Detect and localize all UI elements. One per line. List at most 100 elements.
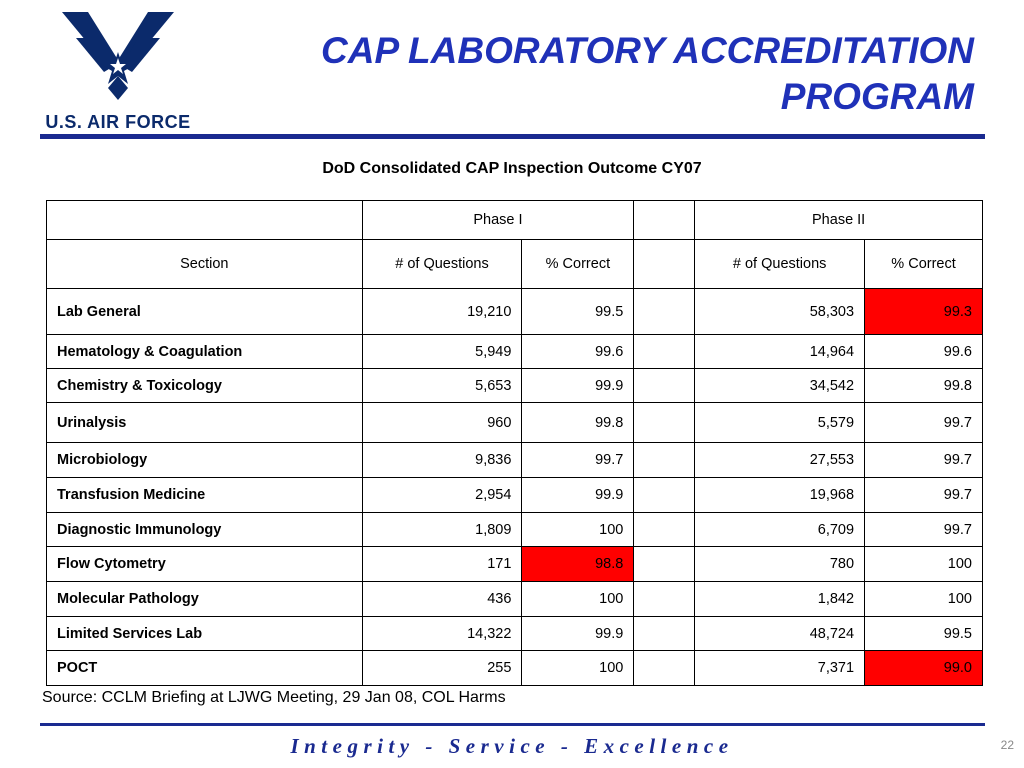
- phase-2-correct-cell: 99.7: [864, 402, 983, 443]
- section-cell: Transfusion Medicine: [46, 477, 363, 513]
- title-line-2: PROGRAM: [780, 76, 974, 117]
- table-row: Urinalysis 960 99.8 5,579 99.7: [46, 402, 983, 443]
- spacer-cell: [633, 402, 696, 443]
- table-body: Lab General 19,210 99.5 58,303 99.3 Hematolog…: [46, 288, 983, 686]
- title-line-1: CAP LABORATORY ACCREDITATION: [321, 30, 974, 71]
- table-caption: DoD Consolidated CAP Inspection Outcome …: [322, 160, 702, 177]
- spacer-cell: [633, 546, 696, 582]
- inspection-outcome-table: Phase I Phase II Section # of Questions …: [46, 200, 983, 686]
- spacer-cell: [633, 288, 696, 335]
- air-force-wings-icon: [62, 12, 174, 100]
- spacer-cell: [633, 368, 696, 403]
- phase-1-questions-cell: 1,809: [361, 512, 523, 547]
- table-row: Limited Services Lab 14,322 99.9 48,724 99.5: [46, 616, 983, 651]
- phase-2-correct-header: % Correct: [864, 239, 983, 289]
- section-cell: Hematology & Coagulation: [46, 334, 363, 369]
- phase-1-correct-cell: 98.8: [521, 546, 635, 582]
- phase-1-questions-cell: 19,210: [361, 288, 523, 335]
- spacer-cell: [633, 616, 696, 651]
- section-cell: Chemistry & Toxicology: [46, 368, 363, 403]
- phase-2-questions-cell: 58,303: [694, 288, 866, 335]
- table-row: Diagnostic Immunology 1,809 100 6,709 99.7: [46, 512, 983, 547]
- phase-1-questions-cell: 5,949: [361, 334, 523, 369]
- table-row: Lab General 19,210 99.5 58,303 99.3: [46, 288, 983, 335]
- phase-2-questions-cell: 780: [694, 546, 866, 582]
- phase-1-questions-cell: 255: [361, 650, 523, 686]
- phase-1-correct-cell: 99.9: [521, 477, 635, 513]
- page-title: CAP LABORATORY ACCREDITATION PROGRAM: [254, 28, 974, 120]
- phase-1-questions-cell: 9,836: [361, 442, 523, 478]
- table-row: Hematology & Coagulation 5,949 99.6 14,964 9…: [46, 334, 983, 369]
- phase-2-questions-cell: 27,553: [694, 442, 866, 478]
- phase-1-correct-header: % Correct: [521, 239, 635, 289]
- phase-2-correct-cell: 99.3: [864, 288, 983, 335]
- phase-2-header: Phase II: [694, 200, 983, 240]
- phase-2-questions-cell: 7,371: [694, 650, 866, 686]
- phase-1-header: Phase I: [361, 200, 635, 240]
- air-force-logo: U.S. AIR FORCE: [38, 8, 198, 136]
- section-cell: Limited Services Lab: [46, 616, 363, 651]
- table-row: Microbiology 9,836 99.7 27,553 99.7: [46, 442, 983, 478]
- phase-1-correct-cell: 99.8: [521, 402, 635, 443]
- spacer-cell: [633, 442, 696, 478]
- section-cell: Lab General: [46, 288, 363, 335]
- spacer-cell: [633, 239, 696, 289]
- phase-1-questions-cell: 2,954: [361, 477, 523, 513]
- phase-2-correct-cell: 99.6: [864, 334, 983, 369]
- phase-1-correct-cell: 100: [521, 581, 635, 617]
- footer-motto: Integrity - Service - Excellence: [290, 734, 734, 758]
- empty-header-cell: [46, 200, 363, 240]
- section-cell: Molecular Pathology: [46, 581, 363, 617]
- phase-1-correct-cell: 99.5: [521, 288, 635, 335]
- section-cell: POCT: [46, 650, 363, 686]
- table-row: Transfusion Medicine 2,954 99.9 19,968 99.7: [46, 477, 983, 513]
- phase-2-correct-cell: 99.7: [864, 512, 983, 547]
- phase-1-questions-cell: 436: [361, 581, 523, 617]
- spacer-cell: [633, 581, 696, 617]
- phase-1-questions-cell: 14,322: [361, 616, 523, 651]
- phase-1-correct-cell: 99.9: [521, 368, 635, 403]
- group-header-row: Phase I Phase II: [46, 200, 983, 240]
- phase-2-questions-cell: 19,968: [694, 477, 866, 513]
- phase-1-correct-cell: 99.6: [521, 334, 635, 369]
- spacer-cell: [633, 200, 696, 240]
- table-row: Chemistry & Toxicology 5,653 99.9 34,542 99.…: [46, 368, 983, 403]
- phase-2-questions-header: # of Questions: [694, 239, 866, 289]
- phase-2-questions-cell: 34,542: [694, 368, 866, 403]
- table-row: Flow Cytometry 171 98.8 780 100: [46, 546, 983, 582]
- section-header: Section: [46, 239, 363, 289]
- phase-1-questions-cell: 171: [361, 546, 523, 582]
- table-row: POCT 255 100 7,371 99.0: [46, 650, 983, 686]
- page-number: 22: [1000, 738, 1014, 752]
- phase-2-questions-cell: 1,842: [694, 581, 866, 617]
- phase-1-questions-cell: 5,653: [361, 368, 523, 403]
- phase-2-correct-cell: 100: [864, 581, 983, 617]
- column-header-row: Section # of Questions % Correct # of Qu…: [46, 239, 983, 289]
- phase-2-questions-cell: 6,709: [694, 512, 866, 547]
- phase-2-correct-cell: 100: [864, 546, 983, 582]
- phase-1-questions-cell: 960: [361, 402, 523, 443]
- footer-divider: [40, 723, 985, 726]
- phase-2-questions-cell: 14,964: [694, 334, 866, 369]
- section-cell: Microbiology: [46, 442, 363, 478]
- section-cell: Flow Cytometry: [46, 546, 363, 582]
- spacer-cell: [633, 334, 696, 369]
- spacer-cell: [633, 512, 696, 547]
- table-row: Molecular Pathology 436 100 1,842 100: [46, 581, 983, 617]
- phase-2-correct-cell: 99.8: [864, 368, 983, 403]
- phase-1-questions-header: # of Questions: [361, 239, 523, 289]
- phase-1-correct-cell: 99.7: [521, 442, 635, 478]
- phase-1-correct-cell: 100: [521, 512, 635, 547]
- logo-text: U.S. AIR FORCE: [45, 112, 191, 132]
- section-cell: Urinalysis: [46, 402, 363, 443]
- spacer-cell: [633, 650, 696, 686]
- phase-1-correct-cell: 100: [521, 650, 635, 686]
- spacer-cell: [633, 477, 696, 513]
- phase-2-correct-cell: 99.7: [864, 442, 983, 478]
- source-note: Source: CCLM Briefing at LJWG Meeting, 2…: [42, 689, 506, 706]
- phase-2-correct-cell: 99.5: [864, 616, 983, 651]
- header-divider: [40, 134, 985, 139]
- phase-2-questions-cell: 5,579: [694, 402, 866, 443]
- phase-2-questions-cell: 48,724: [694, 616, 866, 651]
- phase-1-correct-cell: 99.9: [521, 616, 635, 651]
